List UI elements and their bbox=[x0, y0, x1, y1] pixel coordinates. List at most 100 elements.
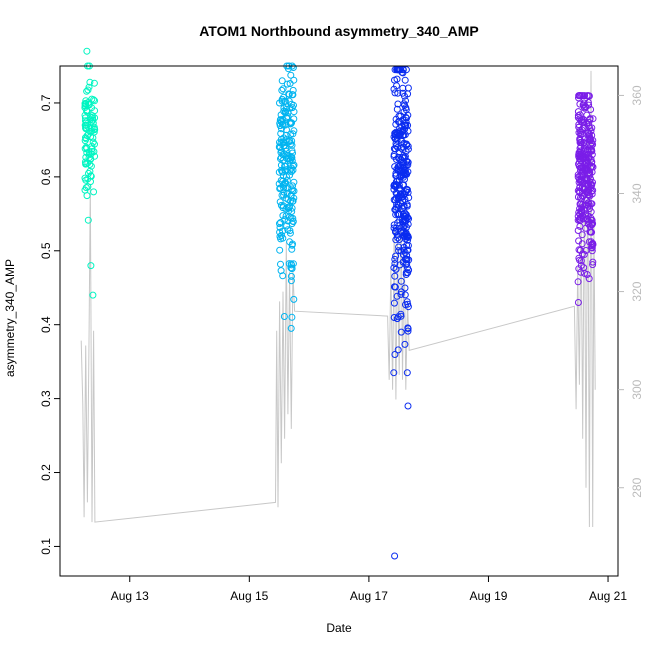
data-point bbox=[290, 161, 298, 169]
data-point bbox=[578, 154, 586, 162]
data-point bbox=[282, 205, 290, 213]
data-point bbox=[398, 122, 406, 130]
data-point bbox=[82, 160, 90, 168]
data-point bbox=[393, 315, 401, 323]
y-tick-label: 0.4 bbox=[39, 316, 53, 333]
x-tick-label: Aug 19 bbox=[469, 589, 507, 603]
data-point bbox=[578, 189, 586, 196]
data-point bbox=[284, 113, 292, 120]
data-point bbox=[587, 136, 595, 144]
data-point bbox=[392, 228, 399, 236]
data-point-outlier bbox=[289, 64, 297, 71]
data-point bbox=[575, 121, 583, 129]
data-point bbox=[403, 114, 410, 122]
data-point bbox=[284, 226, 292, 234]
data-point bbox=[400, 181, 407, 189]
data-point bbox=[286, 80, 294, 87]
data-point bbox=[401, 190, 409, 198]
data-point bbox=[404, 242, 412, 249]
data-point bbox=[394, 166, 402, 174]
data-point bbox=[286, 137, 294, 145]
data-point bbox=[576, 135, 584, 143]
plot-frame bbox=[59, 65, 619, 577]
data-point bbox=[588, 159, 596, 167]
data-point bbox=[391, 255, 399, 263]
data-point-outlier bbox=[83, 47, 91, 55]
data-point bbox=[589, 178, 596, 186]
data-point bbox=[280, 107, 288, 115]
data-point bbox=[85, 154, 93, 162]
data-point bbox=[277, 267, 285, 275]
data-point bbox=[404, 90, 412, 98]
data-point bbox=[395, 243, 403, 251]
data-point bbox=[578, 152, 586, 160]
data-point bbox=[402, 147, 410, 155]
data-point bbox=[279, 151, 287, 159]
data-point bbox=[587, 155, 595, 163]
data-point bbox=[581, 211, 589, 219]
y-tick-label: 0.3 bbox=[39, 390, 53, 407]
data-point bbox=[396, 66, 404, 74]
data-point-outlier bbox=[575, 254, 583, 262]
data-point-outlier bbox=[87, 262, 95, 270]
data-point bbox=[577, 246, 584, 254]
data-point bbox=[287, 191, 295, 199]
data-point bbox=[400, 246, 408, 254]
data-point bbox=[390, 152, 398, 160]
data-point bbox=[390, 283, 398, 291]
y-tick-label: 0.7 bbox=[39, 94, 53, 111]
data-point bbox=[399, 251, 407, 258]
data-point bbox=[401, 291, 409, 299]
data-point bbox=[391, 351, 399, 358]
y-axis-left: 0.1 0.2 0.3 0.4 0.5 0.6 0.7 bbox=[39, 94, 60, 555]
data-point bbox=[392, 211, 400, 219]
data-point bbox=[589, 258, 597, 266]
data-point bbox=[396, 261, 404, 269]
x-tick-label: Aug 15 bbox=[230, 589, 268, 603]
data-point bbox=[394, 219, 402, 227]
data-point bbox=[578, 231, 586, 239]
data-point bbox=[582, 159, 590, 167]
data-point bbox=[588, 139, 596, 147]
data-point bbox=[276, 138, 283, 146]
data-point bbox=[584, 180, 592, 188]
data-point bbox=[586, 169, 594, 177]
data-point bbox=[87, 172, 95, 180]
data-point bbox=[288, 91, 296, 99]
data-point-outlier bbox=[86, 78, 94, 86]
data-point bbox=[404, 325, 412, 333]
data-point bbox=[390, 264, 398, 272]
data-point bbox=[281, 162, 289, 170]
data-point bbox=[392, 252, 400, 260]
data-point bbox=[278, 125, 285, 133]
data-point bbox=[91, 97, 99, 105]
data-point bbox=[574, 112, 582, 120]
data-point bbox=[289, 198, 296, 205]
data-point bbox=[392, 236, 400, 244]
data-point bbox=[82, 121, 90, 129]
data-point bbox=[390, 181, 398, 189]
data-point bbox=[588, 146, 595, 154]
data-point bbox=[397, 159, 405, 167]
data-point bbox=[285, 91, 293, 98]
data-point bbox=[276, 220, 283, 228]
y2-tick-label: 280 bbox=[630, 477, 644, 497]
data-point bbox=[390, 314, 398, 321]
data-point bbox=[289, 166, 297, 174]
y-tick-label: 0.5 bbox=[39, 242, 53, 259]
data-point bbox=[391, 135, 399, 143]
data-point bbox=[578, 177, 586, 185]
data-point bbox=[400, 108, 408, 116]
data-point bbox=[401, 284, 409, 292]
data-point bbox=[285, 138, 293, 146]
data-point-outlier bbox=[580, 99, 588, 107]
data-point bbox=[82, 153, 90, 161]
data-point bbox=[81, 111, 89, 119]
data-point bbox=[580, 139, 588, 146]
data-point bbox=[398, 137, 406, 145]
data-point bbox=[397, 144, 405, 152]
x-axis-label: Date bbox=[326, 621, 352, 635]
data-point-outlier bbox=[390, 369, 398, 377]
data-point bbox=[393, 75, 401, 83]
data-point bbox=[278, 95, 286, 103]
